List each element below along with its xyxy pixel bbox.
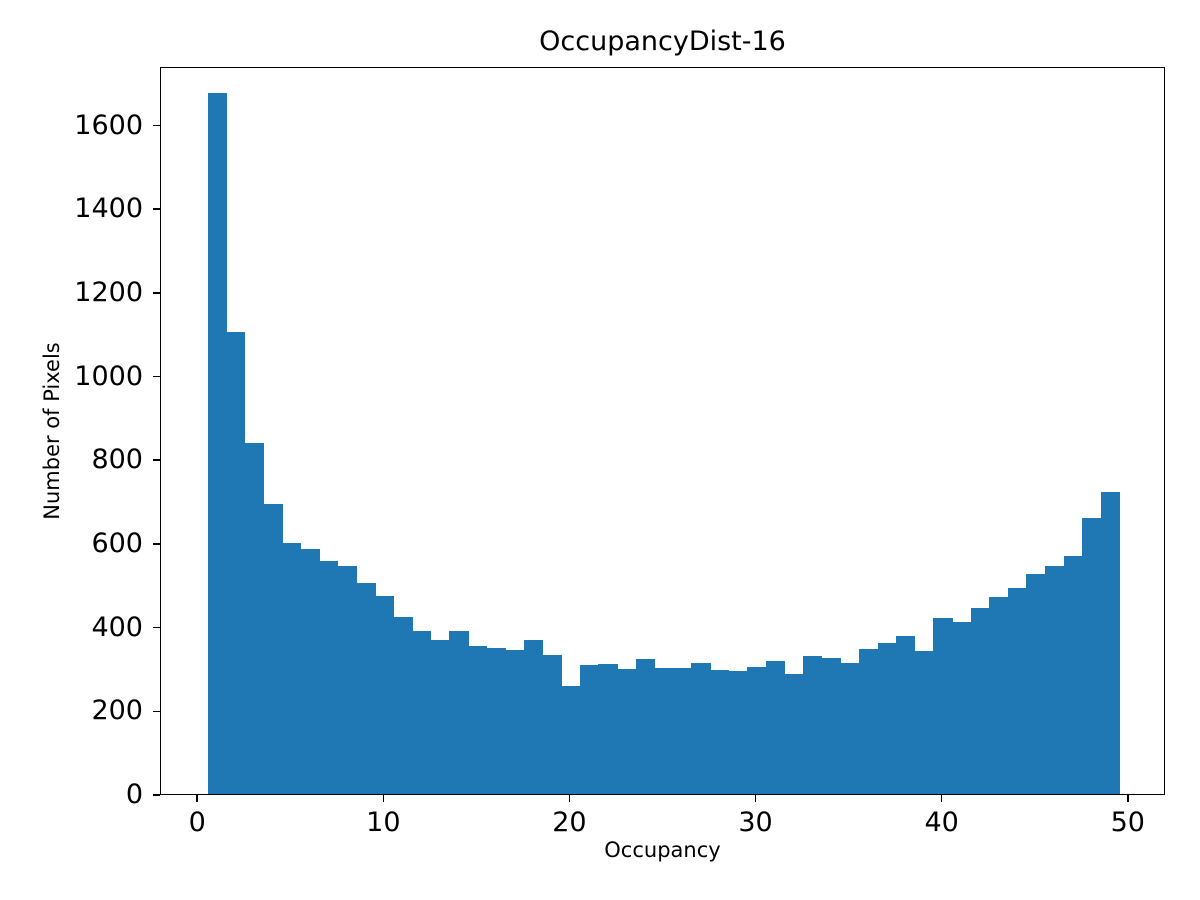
y-tick-label: 1200 — [74, 276, 143, 308]
x-tick-label: 30 — [738, 807, 773, 838]
histogram-bar — [561, 686, 581, 794]
histogram-bar — [281, 542, 302, 794]
x-tick-label: 10 — [366, 807, 401, 838]
x-tick-mark — [568, 795, 571, 802]
histogram-bar — [1045, 565, 1065, 794]
histogram-bar — [914, 650, 934, 794]
histogram-bar — [803, 655, 823, 794]
histogram-bar — [672, 668, 692, 794]
y-tick-mark — [153, 459, 160, 462]
histogram-bar — [598, 663, 618, 794]
histogram-bar — [542, 654, 562, 794]
y-tick-mark — [153, 292, 160, 294]
chart-title: OccupancyDist-16 — [539, 26, 786, 57]
histogram-bar — [989, 597, 1009, 794]
y-tick-mark — [153, 794, 160, 796]
histogram-bar — [468, 645, 488, 794]
histogram-bar — [263, 504, 283, 794]
x-axis-label: Occupancy — [604, 838, 721, 862]
histogram-bar — [710, 670, 730, 794]
x-tick-label: 0 — [188, 807, 206, 838]
histogram-bar — [244, 442, 264, 794]
y-tick-label: 1400 — [74, 193, 143, 225]
y-tick-label: 200 — [91, 695, 143, 727]
y-tick-label: 800 — [91, 444, 143, 476]
histogram-bar — [858, 648, 879, 794]
y-axis-label: Number of Pixels — [40, 342, 64, 520]
histogram-bar — [691, 663, 711, 794]
histogram-bar — [784, 674, 804, 794]
histogram-bar — [747, 667, 767, 794]
histogram-bar — [300, 549, 320, 794]
y-tick-label: 600 — [91, 527, 143, 559]
histogram-bar — [933, 617, 953, 794]
histogram-bar — [486, 648, 506, 794]
plot-area — [160, 67, 1165, 795]
histogram-bar — [226, 331, 246, 794]
y-tick-mark — [153, 626, 160, 629]
x-tick-mark — [196, 795, 199, 802]
histogram-bar — [1026, 573, 1046, 794]
histogram-bar — [840, 663, 860, 794]
histogram-bar — [728, 671, 748, 794]
histogram-bar — [430, 640, 451, 794]
histogram-bar — [319, 560, 339, 794]
y-tick-mark — [153, 208, 160, 211]
y-tick-mark — [153, 124, 160, 127]
y-tick-mark — [153, 375, 160, 378]
x-tick-label: 50 — [1110, 807, 1145, 838]
histogram-bar — [951, 621, 972, 794]
y-tick-mark — [153, 543, 160, 545]
histogram-bar — [616, 668, 637, 794]
y-tick-label: 1000 — [74, 360, 143, 392]
histogram-bar — [337, 566, 357, 794]
histogram-bar — [1063, 556, 1083, 794]
histogram-bar — [449, 630, 469, 794]
histogram-bar — [375, 596, 395, 794]
histogram-bar — [356, 582, 376, 794]
x-tick-mark — [1126, 795, 1129, 802]
y-tick-label: 1600 — [74, 109, 143, 141]
x-tick-mark — [940, 795, 943, 802]
x-tick-mark — [754, 795, 757, 802]
y-tick-mark — [153, 710, 160, 713]
histogram-bar — [654, 668, 674, 794]
histogram-bar — [970, 607, 990, 794]
histogram-bar — [1100, 491, 1121, 794]
histogram-bar — [635, 659, 655, 794]
histogram-bar — [207, 93, 227, 794]
histogram-bar — [765, 660, 786, 794]
histogram-bar — [877, 642, 897, 794]
x-tick-label: 40 — [924, 807, 959, 838]
histogram-bar — [896, 636, 916, 794]
histogram-bar — [1007, 588, 1027, 794]
x-tick-label: 20 — [552, 807, 587, 838]
histogram-bar — [821, 657, 841, 794]
histogram-bar — [1082, 517, 1102, 794]
x-tick-mark — [382, 795, 385, 802]
histogram-bar — [393, 617, 413, 794]
y-tick-label: 400 — [91, 611, 143, 643]
y-tick-label: 0 — [125, 779, 143, 810]
histogram-bar — [523, 640, 544, 794]
histogram-bar — [579, 665, 599, 794]
histogram-bar — [412, 630, 432, 794]
histogram-bar — [505, 650, 525, 794]
histogram-bars — [161, 68, 1164, 794]
